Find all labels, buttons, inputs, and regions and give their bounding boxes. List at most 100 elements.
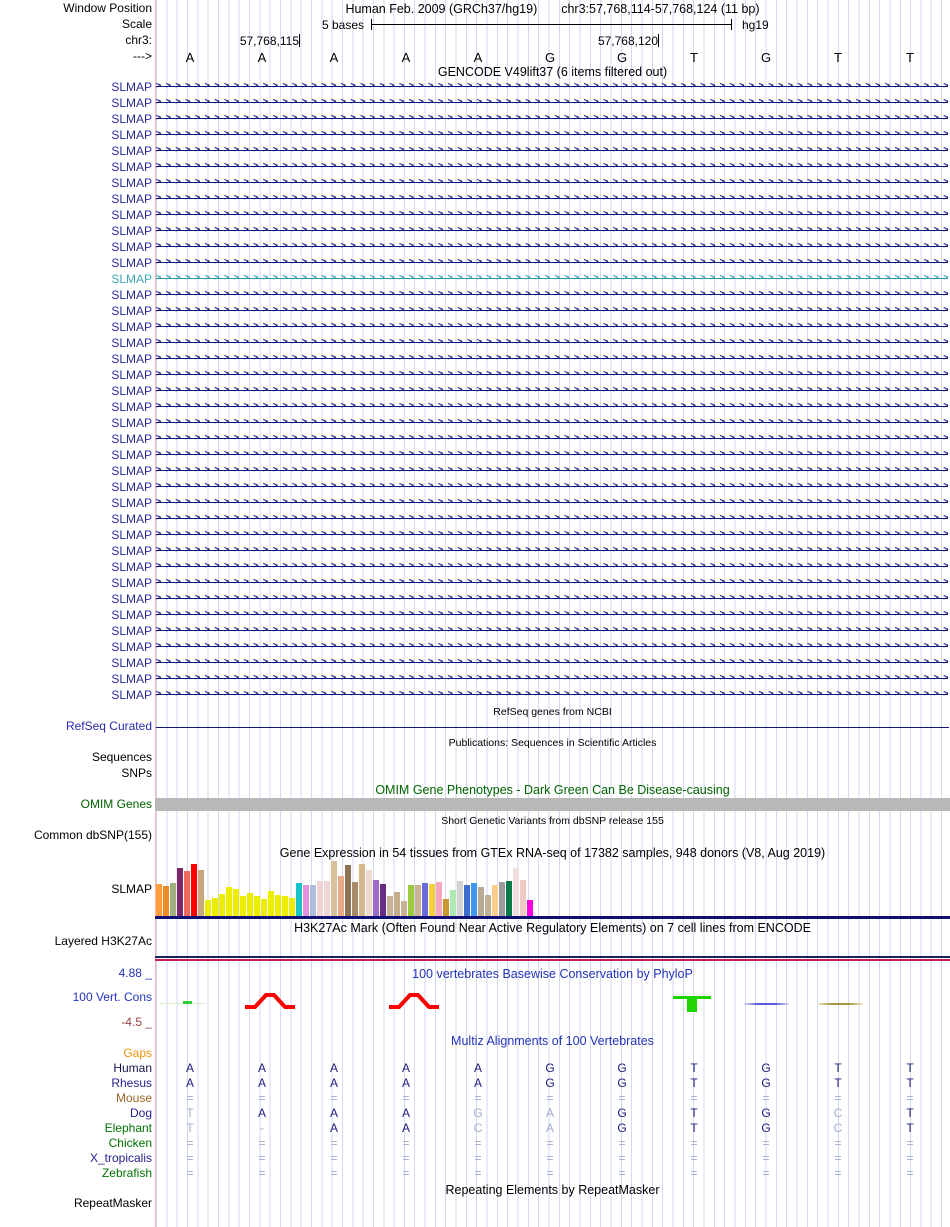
gencode-gene-row[interactable]: SLMAP >>>>>>>>>>>>>>>>>>>>>>>>>>>>>>>>>>>… (0, 79, 950, 95)
species-label-elephant[interactable]: Elephant (104, 1121, 152, 1135)
gene-label[interactable]: SLMAP (111, 656, 152, 670)
gene-label[interactable]: SLMAP (111, 320, 152, 334)
gene-label[interactable]: SLMAP (111, 640, 152, 654)
gencode-gene-row[interactable]: SLMAP >>>>>>>>>>>>>>>>>>>>>>>>>>>>>>>>>>>… (0, 159, 950, 175)
track-label-gtex-slmap[interactable]: SLMAP (111, 882, 152, 896)
gencode-gene-row[interactable]: SLMAP >>>>>>>>>>>>>>>>>>>>>>>>>>>>>>>>>>>… (0, 223, 950, 239)
gencode-gene-row[interactable]: SLMAP >>>>>>>>>>>>>>>>>>>>>>>>>>>>>>>>>>>… (0, 95, 950, 111)
gene-label[interactable]: SLMAP (111, 464, 152, 478)
gene-label[interactable]: SLMAP (111, 352, 152, 366)
gene-label[interactable]: SLMAP (111, 544, 152, 558)
gencode-gene-row[interactable]: SLMAP >>>>>>>>>>>>>>>>>>>>>>>>>>>>>>>>>>>… (0, 175, 950, 191)
track-label-common-dbsnp[interactable]: Common dbSNP(155) (33, 828, 152, 842)
gencode-gene-row[interactable]: SLMAP >>>>>>>>>>>>>>>>>>>>>>>>>>>>>>>>>>>… (0, 351, 950, 367)
species-label-mouse[interactable]: Mouse (115, 1091, 152, 1105)
gene-label[interactable]: SLMAP (111, 80, 152, 94)
gencode-gene-row[interactable]: SLMAP >>>>>>>>>>>>>>>>>>>>>>>>>>>>>>>>>>>… (0, 383, 950, 399)
gencode-gene-row[interactable]: SLMAP >>>>>>>>>>>>>>>>>>>>>>>>>>>>>>>>>>>… (0, 687, 950, 703)
species-label-zebrafish[interactable]: Zebrafish (101, 1166, 152, 1180)
gencode-gene-row[interactable]: SLMAP >>>>>>>>>>>>>>>>>>>>>>>>>>>>>>>>>>>… (0, 511, 950, 527)
gencode-gene-row[interactable]: SLMAP >>>>>>>>>>>>>>>>>>>>>>>>>>>>>>>>>>>… (0, 255, 950, 271)
gencode-gene-row[interactable]: SLMAP >>>>>>>>>>>>>>>>>>>>>>>>>>>>>>>>>>>… (0, 191, 950, 207)
gencode-gene-row[interactable]: SLMAP >>>>>>>>>>>>>>>>>>>>>>>>>>>>>>>>>>>… (0, 287, 950, 303)
gencode-gene-row[interactable]: SLMAP >>>>>>>>>>>>>>>>>>>>>>>>>>>>>>>>>>>… (0, 591, 950, 607)
gene-label[interactable]: SLMAP (111, 576, 152, 590)
gencode-gene-row[interactable]: SLMAP >>>>>>>>>>>>>>>>>>>>>>>>>>>>>>>>>>>… (0, 207, 950, 223)
track-label-sequences[interactable]: Sequences (91, 750, 152, 764)
gencode-gene-row[interactable]: SLMAP >>>>>>>>>>>>>>>>>>>>>>>>>>>>>>>>>>>… (0, 335, 950, 351)
gencode-gene-row[interactable]: SLMAP >>>>>>>>>>>>>>>>>>>>>>>>>>>>>>>>>>>… (0, 415, 950, 431)
gene-label[interactable]: SLMAP (111, 160, 152, 174)
species-label-rhesus[interactable]: Rhesus (111, 1076, 152, 1090)
refseq-gene-line[interactable] (156, 727, 949, 728)
species-label-dog[interactable]: Dog (129, 1106, 152, 1120)
gencode-gene-row[interactable]: SLMAP >>>>>>>>>>>>>>>>>>>>>>>>>>>>>>>>>>>… (0, 127, 950, 143)
gencode-gene-row[interactable]: SLMAP >>>>>>>>>>>>>>>>>>>>>>>>>>>>>>>>>>>… (0, 111, 950, 127)
gencode-gene-row[interactable]: SLMAP >>>>>>>>>>>>>>>>>>>>>>>>>>>>>>>>>>>… (0, 143, 950, 159)
alignment-base: G (545, 1076, 555, 1090)
gencode-gene-row[interactable]: SLMAP >>>>>>>>>>>>>>>>>>>>>>>>>>>>>>>>>>>… (0, 271, 950, 287)
gene-label[interactable]: SLMAP (111, 144, 152, 158)
gencode-gene-row[interactable]: SLMAP >>>>>>>>>>>>>>>>>>>>>>>>>>>>>>>>>>>… (0, 463, 950, 479)
gene-label[interactable]: SLMAP (111, 592, 152, 606)
gtex-bar-chart[interactable] (156, 860, 950, 917)
gene-label[interactable]: SLMAP (111, 624, 152, 638)
gene-label[interactable]: SLMAP (111, 432, 152, 446)
gene-label[interactable]: SLMAP (111, 208, 152, 222)
gencode-gene-row[interactable]: SLMAP >>>>>>>>>>>>>>>>>>>>>>>>>>>>>>>>>>>… (0, 303, 950, 319)
gene-label[interactable]: SLMAP (111, 336, 152, 350)
gencode-gene-row[interactable]: SLMAP >>>>>>>>>>>>>>>>>>>>>>>>>>>>>>>>>>>… (0, 639, 950, 655)
gene-label[interactable]: SLMAP (111, 272, 152, 286)
gene-label[interactable]: SLMAP (111, 128, 152, 142)
gene-label[interactable]: SLMAP (111, 480, 152, 494)
species-label-x_tropicalis[interactable]: X_tropicalis (89, 1151, 152, 1165)
gene-label[interactable]: SLMAP (111, 368, 152, 382)
gencode-gene-row[interactable]: SLMAP >>>>>>>>>>>>>>>>>>>>>>>>>>>>>>>>>>>… (0, 543, 950, 559)
gencode-gene-row[interactable]: SLMAP >>>>>>>>>>>>>>>>>>>>>>>>>>>>>>>>>>>… (0, 479, 950, 495)
gencode-gene-row[interactable]: SLMAP >>>>>>>>>>>>>>>>>>>>>>>>>>>>>>>>>>>… (0, 671, 950, 687)
gencode-gene-row[interactable]: SLMAP >>>>>>>>>>>>>>>>>>>>>>>>>>>>>>>>>>>… (0, 527, 950, 543)
gencode-gene-row[interactable]: SLMAP >>>>>>>>>>>>>>>>>>>>>>>>>>>>>>>>>>>… (0, 495, 950, 511)
gene-label[interactable]: SLMAP (111, 608, 152, 622)
gencode-gene-row[interactable]: SLMAP >>>>>>>>>>>>>>>>>>>>>>>>>>>>>>>>>>>… (0, 623, 950, 639)
gene-label[interactable]: SLMAP (111, 112, 152, 126)
gencode-gene-row[interactable]: SLMAP >>>>>>>>>>>>>>>>>>>>>>>>>>>>>>>>>>>… (0, 319, 950, 335)
omim-gene-bar[interactable] (155, 798, 950, 811)
gene-label[interactable]: SLMAP (111, 400, 152, 414)
track-label-refseq-curated[interactable]: RefSeq Curated (65, 719, 152, 733)
gene-label[interactable]: SLMAP (111, 528, 152, 542)
gencode-gene-row[interactable]: SLMAP >>>>>>>>>>>>>>>>>>>>>>>>>>>>>>>>>>>… (0, 431, 950, 447)
gencode-gene-row[interactable]: SLMAP >>>>>>>>>>>>>>>>>>>>>>>>>>>>>>>>>>>… (0, 239, 950, 255)
gene-label[interactable]: SLMAP (111, 496, 152, 510)
species-label-chicken[interactable]: Chicken (108, 1136, 152, 1150)
gene-label[interactable]: SLMAP (111, 688, 152, 702)
track-label-omim-genes[interactable]: OMIM Genes (80, 797, 152, 811)
gencode-gene-row[interactable]: SLMAP >>>>>>>>>>>>>>>>>>>>>>>>>>>>>>>>>>>… (0, 367, 950, 383)
gencode-gene-row[interactable]: SLMAP >>>>>>>>>>>>>>>>>>>>>>>>>>>>>>>>>>>… (0, 575, 950, 591)
gencode-gene-row[interactable]: SLMAP >>>>>>>>>>>>>>>>>>>>>>>>>>>>>>>>>>>… (0, 559, 950, 575)
gene-label[interactable]: SLMAP (111, 560, 152, 574)
gene-label[interactable]: SLMAP (111, 672, 152, 686)
gencode-gene-row[interactable]: SLMAP >>>>>>>>>>>>>>>>>>>>>>>>>>>>>>>>>>>… (0, 655, 950, 671)
gene-label[interactable]: SLMAP (111, 304, 152, 318)
track-label-h3k27ac[interactable]: Layered H3K27Ac (54, 934, 152, 948)
gene-label[interactable]: SLMAP (111, 176, 152, 190)
gene-label[interactable]: SLMAP (111, 288, 152, 302)
gene-label[interactable]: SLMAP (111, 256, 152, 270)
track-label-snps[interactable]: SNPs (121, 766, 152, 780)
gene-label[interactable]: SLMAP (111, 96, 152, 110)
gencode-gene-row[interactable]: SLMAP >>>>>>>>>>>>>>>>>>>>>>>>>>>>>>>>>>>… (0, 399, 950, 415)
gene-label[interactable]: SLMAP (111, 224, 152, 238)
species-label-gaps[interactable]: Gaps (123, 1046, 152, 1060)
gene-label[interactable]: SLMAP (111, 192, 152, 206)
track-label-repeatmasker[interactable]: RepeatMasker (73, 1196, 152, 1210)
track-label-100-vert-cons[interactable]: 100 Vert. Cons (72, 990, 152, 1004)
gencode-gene-row[interactable]: SLMAP >>>>>>>>>>>>>>>>>>>>>>>>>>>>>>>>>>>… (0, 447, 950, 463)
gencode-gene-row[interactable]: SLMAP >>>>>>>>>>>>>>>>>>>>>>>>>>>>>>>>>>>… (0, 607, 950, 623)
gene-label[interactable]: SLMAP (111, 384, 152, 398)
gene-label[interactable]: SLMAP (111, 240, 152, 254)
gene-label[interactable]: SLMAP (111, 416, 152, 430)
species-label-human[interactable]: Human (113, 1061, 152, 1075)
gene-label[interactable]: SLMAP (111, 448, 152, 462)
gene-label[interactable]: SLMAP (111, 512, 152, 526)
